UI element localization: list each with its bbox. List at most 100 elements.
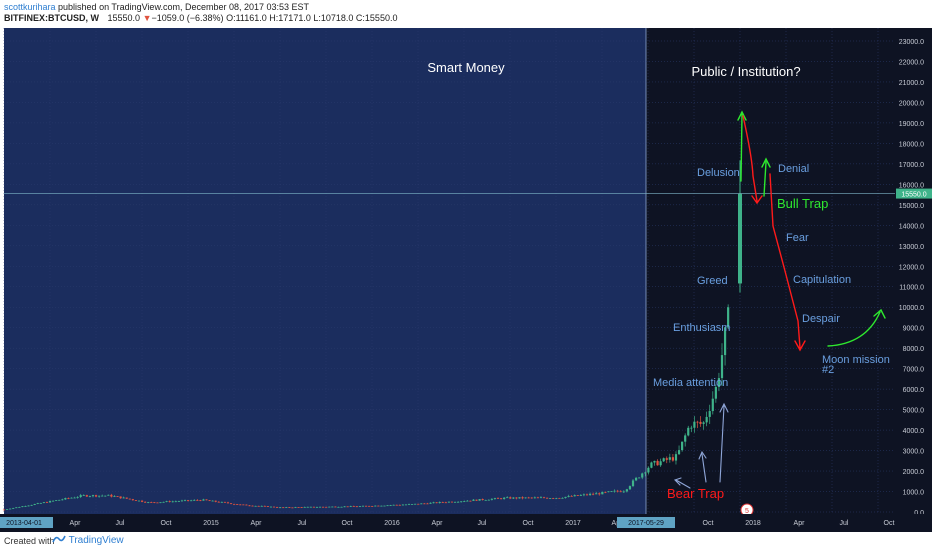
candle-body [555, 497, 558, 499]
candle-body [585, 494, 589, 496]
smart-money-region [4, 28, 646, 514]
candle-body [285, 507, 288, 508]
tradingview-brand[interactable]: TradingView [52, 534, 124, 546]
candle-body [435, 502, 438, 504]
price-tick-label: 9000.0 [903, 326, 925, 333]
price-tick-label: 16000.0 [899, 182, 924, 189]
price-tick-label: 14000.0 [899, 223, 924, 230]
candle-body [564, 496, 567, 498]
candle-body [239, 504, 242, 506]
candle-body [91, 495, 95, 497]
candle-body [318, 506, 322, 508]
drop-after-peak-arrow [742, 115, 763, 205]
candle-body [358, 506, 362, 507]
candle-body [214, 500, 217, 502]
price-tick-label: 13000.0 [899, 244, 924, 251]
candle-body [472, 499, 475, 501]
candle-body [251, 505, 254, 507]
price-tick-label: 19000.0 [899, 121, 924, 128]
candle-body [693, 421, 696, 428]
candle-body [647, 467, 650, 473]
candle-body [193, 499, 196, 501]
chart-footer: Created with TradingView [0, 532, 932, 550]
candle-body [598, 493, 601, 495]
candle-body [248, 505, 251, 507]
candle-body [457, 501, 460, 503]
candle-body [644, 472, 647, 474]
candle-body [233, 503, 236, 505]
candle-body [407, 504, 411, 505]
price-tick-label: 23000.0 [899, 39, 924, 46]
candle-body [509, 497, 512, 499]
candle-body [601, 491, 604, 495]
candle-body [380, 505, 383, 507]
candle-body [677, 450, 681, 455]
time-tick-label: Oct [161, 520, 172, 527]
chart-grid [3, 28, 895, 514]
time-tick-label: Oct [703, 520, 714, 527]
annotation-moon-mission: Moon mission [822, 354, 890, 366]
candle-body [650, 462, 653, 468]
current-price-badge [896, 188, 932, 199]
current-price-label: 15550.0 [901, 192, 926, 199]
event-badge-count: 5 [745, 508, 749, 515]
candle-body [349, 506, 352, 507]
candle-body [592, 493, 595, 495]
candle-body [85, 495, 88, 497]
candle-body [478, 499, 481, 501]
candle-body [205, 499, 208, 501]
candle-body [288, 507, 291, 508]
candle-body [573, 495, 576, 497]
candle-body [641, 473, 644, 478]
candle-body [610, 491, 613, 493]
candle-body [711, 398, 714, 412]
candle-body [42, 502, 45, 504]
candle-body [659, 461, 662, 466]
annotation-bull-trap: Bull Trap [777, 196, 828, 211]
price-tick-label: 6000.0 [903, 387, 925, 394]
tradingview-logo-icon [52, 535, 66, 543]
time-tick-label: Oct [523, 520, 534, 527]
candle-body [331, 506, 334, 508]
candle-body [671, 457, 675, 461]
candle-body [389, 505, 392, 506]
candle-body [131, 499, 134, 501]
price-chart[interactable]: Smart Money Public / Institution? Delusion… [0, 26, 932, 532]
author-link[interactable]: scottkurihara [4, 2, 56, 12]
candle-body [82, 495, 85, 496]
candle-body [61, 499, 64, 501]
price-tick-label: 5000.0 [903, 408, 925, 415]
candle-body [401, 504, 404, 506]
candle-body [334, 506, 337, 508]
time-tick-label: 2016 [384, 520, 400, 527]
candle-body [174, 501, 177, 503]
time-tick-label: 2018 [745, 520, 761, 527]
price-tick-label: 18000.0 [899, 141, 924, 148]
candle-body [567, 495, 570, 497]
candle-body [533, 497, 536, 499]
public-region [646, 28, 895, 514]
open-value: O:11161.0 [226, 13, 267, 23]
candle-body [27, 505, 30, 507]
candle-body [128, 498, 131, 500]
close-value: C:15550.0 [355, 13, 398, 23]
candle-body [496, 498, 500, 499]
candle-body [631, 480, 635, 487]
time-tick-label: Jul [840, 520, 849, 527]
candle-body [279, 507, 282, 509]
candle-body [705, 416, 708, 423]
candle-body [546, 497, 549, 499]
candle-body [696, 421, 699, 423]
candle-body [619, 491, 622, 493]
candle-body [328, 506, 331, 508]
candle-body [687, 427, 690, 436]
annotation-delusion: Delusion [697, 167, 740, 179]
price-tick-label: 0.0 [914, 510, 924, 517]
price-tick-label: 11000.0 [899, 285, 924, 292]
candle-body [73, 497, 76, 499]
candle-body [429, 502, 432, 504]
candle-body [481, 499, 484, 500]
candle-body [536, 497, 539, 499]
time-tick-label: Apr [432, 520, 444, 527]
candle-body [499, 498, 503, 500]
